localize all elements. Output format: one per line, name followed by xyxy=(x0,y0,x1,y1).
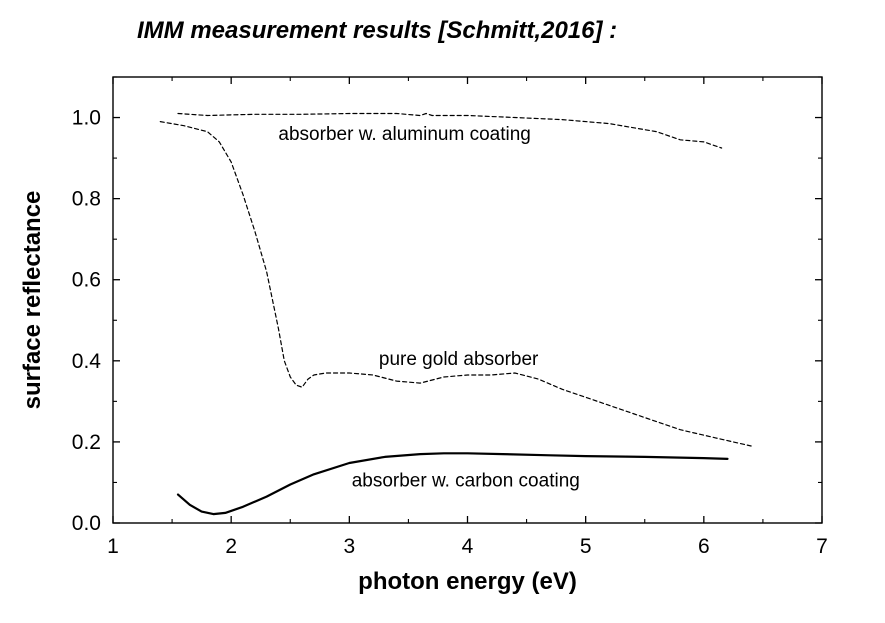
x-tick-label: 2 xyxy=(225,535,237,558)
series-line-1 xyxy=(177,112,723,149)
x-tick-label: 3 xyxy=(343,535,355,558)
x-tick-label: 7 xyxy=(816,535,828,558)
x-tick-label: 4 xyxy=(462,535,474,558)
series-line-2 xyxy=(159,120,752,447)
y-axis-title: surface reflectance xyxy=(19,191,46,410)
series-layer xyxy=(159,112,752,516)
series-line-3 xyxy=(176,452,729,516)
x-axis: 1 2 3 4 5 6 7 xyxy=(107,77,828,558)
y-tick-label: 0.4 xyxy=(72,350,102,373)
y-tick-label: 0.0 xyxy=(72,512,101,535)
annotation-layer: absorber w. aluminum coating pure gold ab… xyxy=(278,124,579,492)
chart-title: IMM measurement results [Schmitt,2016] : xyxy=(137,17,617,44)
y-tick-label: 0.8 xyxy=(72,188,101,211)
x-axis-title: photon energy (eV) xyxy=(358,568,577,595)
x-tick-label: 6 xyxy=(698,535,710,558)
x-tick-label: 1 xyxy=(107,535,119,558)
x-tick-label: 5 xyxy=(580,535,592,558)
y-axis: 0.0 0.2 0.4 0.6 0.8 1.0 xyxy=(72,76,822,535)
series-annotation: pure gold absorber xyxy=(379,349,539,370)
y-tick-label: 0.6 xyxy=(72,269,101,292)
y-tick-label: 1.0 xyxy=(72,107,101,130)
series-annotation: absorber w. aluminum coating xyxy=(278,124,530,145)
y-tick-label: 0.2 xyxy=(72,431,101,454)
series-annotation: absorber w. carbon coating xyxy=(352,471,580,492)
